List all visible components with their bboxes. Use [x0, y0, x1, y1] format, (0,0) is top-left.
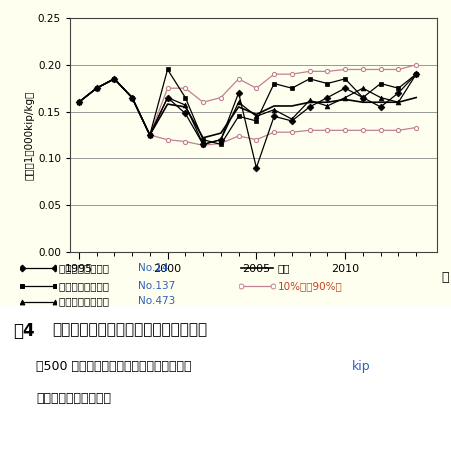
Text: シミュレーション: シミュレーション	[59, 297, 112, 306]
Text: シミュレーション: シミュレーション	[59, 263, 112, 273]
Text: ：ラオスの通貨単位］: ：ラオスの通貨単位］	[36, 392, 111, 405]
Y-axis label: 価格（1，000kip/kg）: 価格（1，000kip/kg）	[25, 90, 35, 180]
Text: 10%位－90%位: 10%位－90%位	[277, 281, 342, 291]
Text: シミュレーション: シミュレーション	[59, 281, 112, 291]
Text: No.137: No.137	[138, 281, 175, 291]
Text: No.14: No.14	[138, 263, 168, 273]
Text: 平均: 平均	[277, 263, 290, 273]
Text: ［500 回の模擬発生の任意の３例を表示，: ［500 回の模擬発生の任意の３例を表示，	[36, 360, 192, 373]
Text: kip: kip	[352, 360, 370, 373]
Text: 図4: 図4	[14, 322, 35, 340]
Text: コメ価格の変動と確率予測（ラオス）: コメ価格の変動と確率予測（ラオス）	[52, 322, 207, 337]
Text: No.473: No.473	[138, 297, 175, 306]
Text: 年: 年	[441, 271, 449, 284]
